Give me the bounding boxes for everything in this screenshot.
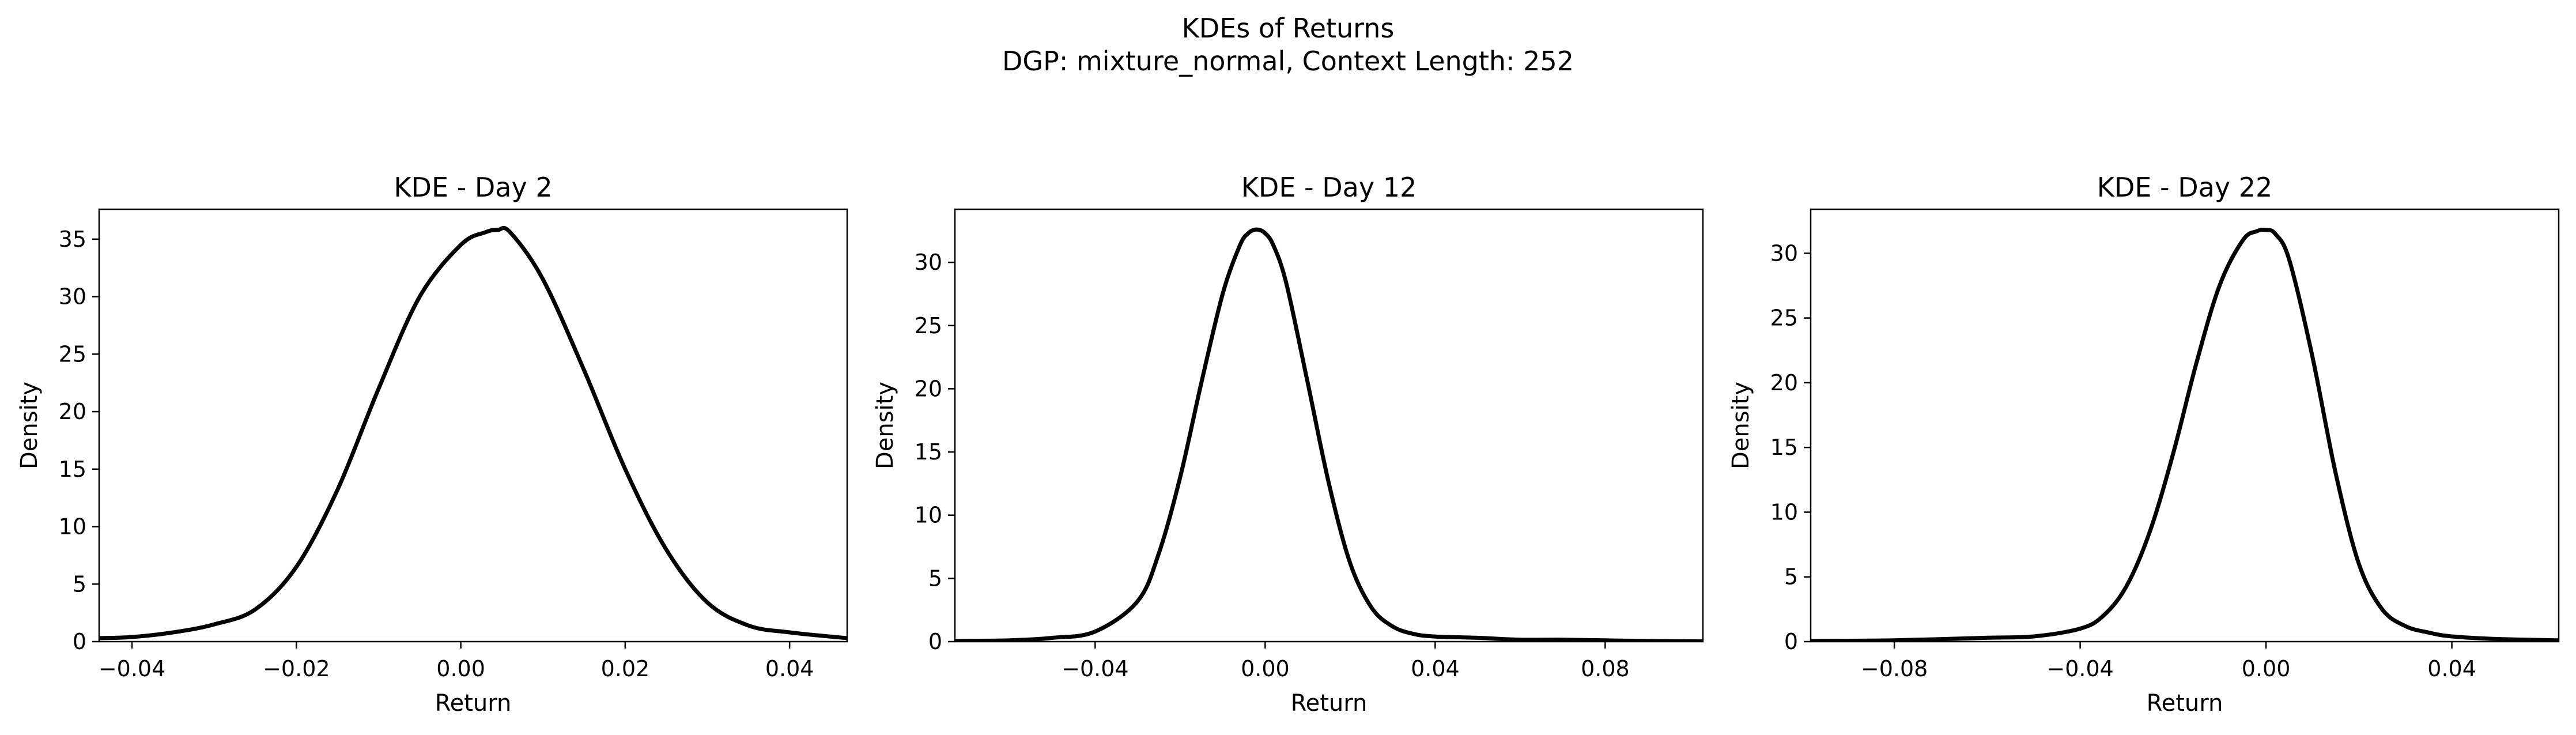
axes-frame xyxy=(1810,208,2560,643)
y-tick-label: 15 xyxy=(915,439,942,465)
axes-frame xyxy=(98,208,848,643)
subplot-title: KDE - Day 12 xyxy=(1241,172,1417,203)
y-tick-label: 15 xyxy=(1770,435,1798,460)
x-tick-label: −0.04 xyxy=(2046,656,2113,681)
y-axis-label: Density xyxy=(1728,382,1754,469)
x-tick-label: 0.00 xyxy=(1241,656,1290,681)
y-tick-label: 30 xyxy=(1770,240,1798,266)
y-tick-label: 10 xyxy=(1770,499,1798,525)
kde-day-12-panel: −0.04 0.00 0.04 0.08 0 5 10 15 20 25 30 KDE - Day 1… xyxy=(872,172,1704,717)
x-axis-label: Return xyxy=(1291,690,1368,717)
x-tick-label: −0.04 xyxy=(99,656,165,681)
kde-curve xyxy=(99,225,847,640)
x-tick-label: 0.04 xyxy=(1411,656,1460,681)
x-tick-label: −0.02 xyxy=(263,656,330,681)
y-tick-label: 25 xyxy=(59,341,86,367)
y-tick-label: 25 xyxy=(1770,306,1798,331)
y-tick-label: 0 xyxy=(1784,629,1798,654)
x-tick-label: 0.08 xyxy=(1581,656,1630,681)
x-tick-label: −0.04 xyxy=(1062,656,1128,681)
y-axis-label: Density xyxy=(16,382,43,469)
figure-title: KDEs of Returns xyxy=(1182,13,1395,44)
x-tick-label: 0.02 xyxy=(601,656,650,681)
kde-curve xyxy=(1811,228,2559,642)
y-tick-label: 0 xyxy=(73,629,86,654)
y-tick-label: 10 xyxy=(59,514,86,540)
y-tick-label: 0 xyxy=(928,629,942,654)
y-tick-label: 15 xyxy=(59,457,86,482)
y-tick-label: 20 xyxy=(1770,370,1798,395)
x-tick-label: 0.00 xyxy=(2242,656,2291,681)
kde-curve xyxy=(955,227,1703,642)
x-axis-label: Return xyxy=(2147,690,2223,717)
y-tick-label: 20 xyxy=(59,399,86,424)
y-tick-label: 30 xyxy=(915,250,942,275)
x-tick-label: 0.00 xyxy=(436,656,485,681)
y-axis-label: Density xyxy=(872,382,898,469)
kde-day-2-panel: −0.04 −0.02 0.00 0.02 0.04 0 5 10 15 20 25 30 35 KDE … xyxy=(16,172,848,717)
x-tick-label: −0.08 xyxy=(1861,656,1928,681)
x-tick-label: 0.04 xyxy=(2427,656,2476,681)
axes-frame xyxy=(954,208,1704,643)
y-tick-label: 10 xyxy=(915,503,942,528)
y-tick-label: 5 xyxy=(73,571,86,597)
kde-day-22-panel: −0.08 −0.04 0.00 0.04 0 5 10 15 20 25 30 KDE - Day … xyxy=(1728,172,2560,717)
y-tick-label: 5 xyxy=(1784,564,1798,590)
y-tick-label: 20 xyxy=(915,376,942,401)
x-tick-label: 0.04 xyxy=(765,656,814,681)
subplot-title: KDE - Day 2 xyxy=(394,172,552,203)
subplot-title: KDE - Day 22 xyxy=(2097,172,2272,203)
y-tick-label: 30 xyxy=(59,284,86,310)
figure-subtitle: DGP: mixture_normal, Context Length: 252 xyxy=(1002,46,1574,77)
y-tick-label: 5 xyxy=(928,566,942,591)
y-tick-label: 35 xyxy=(59,227,86,252)
x-axis-label: Return xyxy=(435,690,512,717)
y-tick-label: 25 xyxy=(915,313,942,338)
